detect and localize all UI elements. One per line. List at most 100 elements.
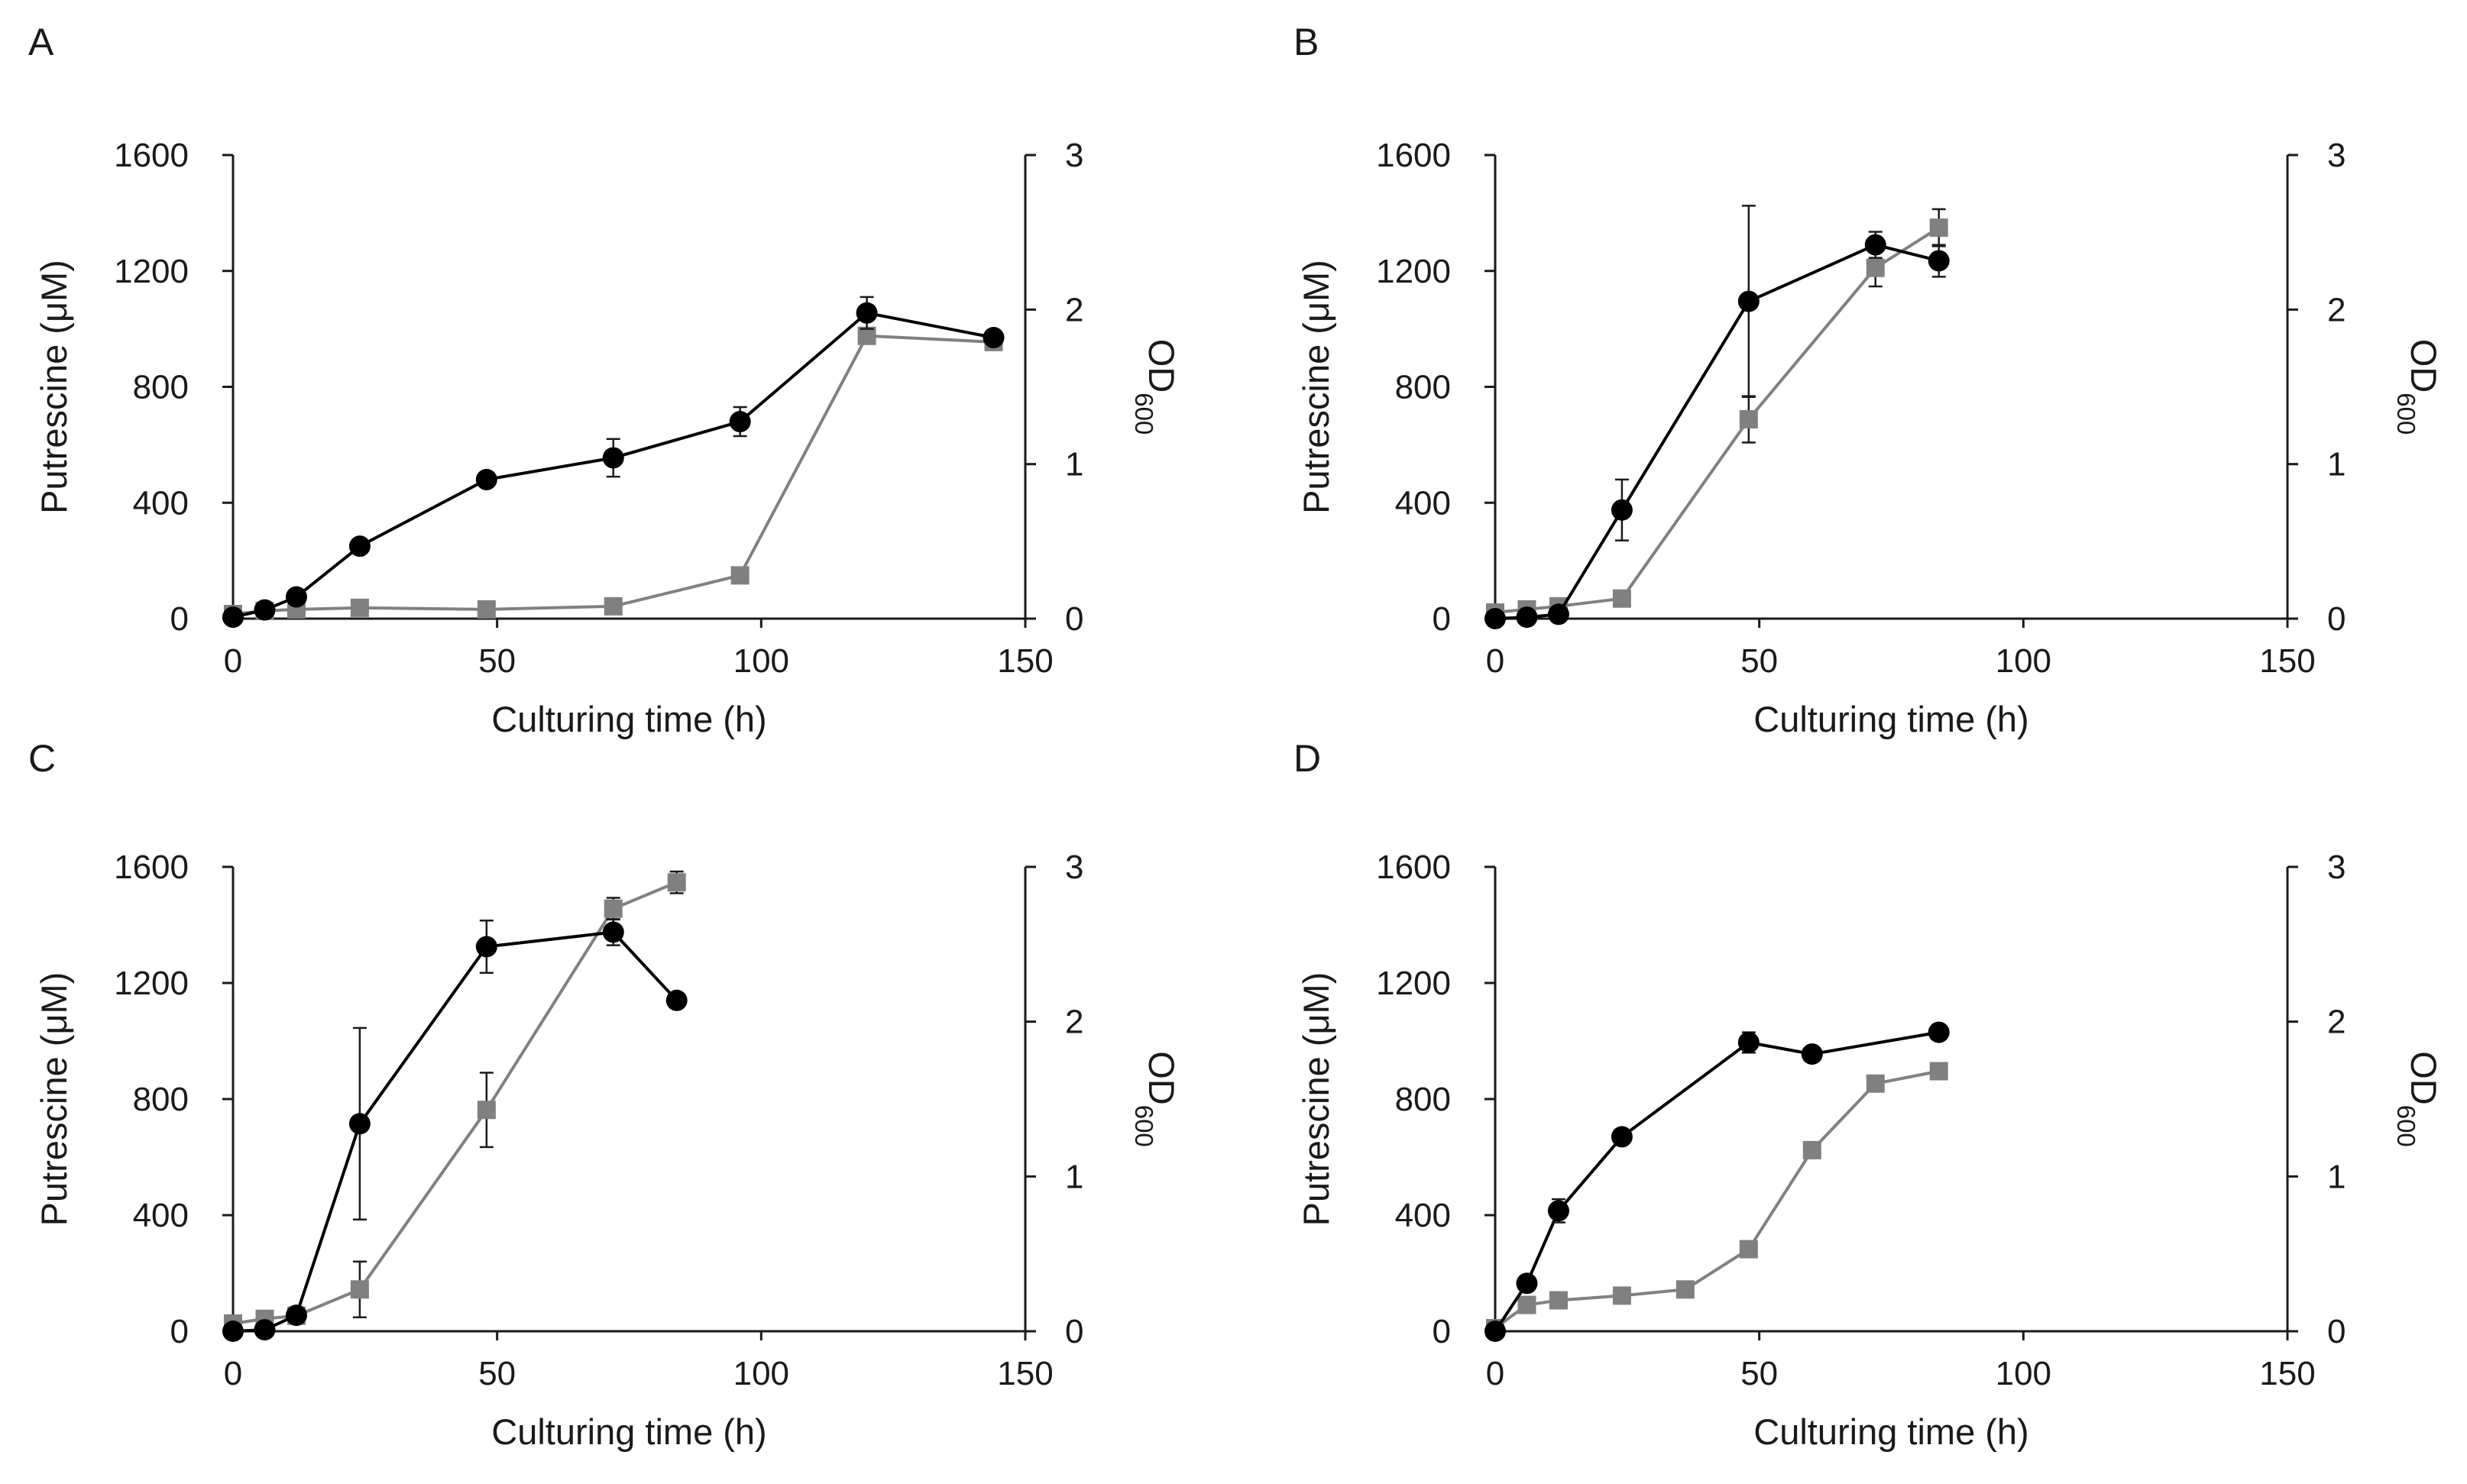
data-point: [1737, 1031, 1760, 1053]
x-tick-label: 50: [478, 642, 516, 680]
series-od600: [1486, 208, 1948, 622]
y2-axis-label-subscript: 600: [2392, 1105, 2420, 1147]
y2-tick-label: 0: [2327, 600, 2346, 638]
data-point: [1611, 499, 1633, 521]
y-tick-label: 1200: [114, 965, 189, 1002]
y-tick-label: 0: [170, 600, 189, 638]
y2-tick-label: 1: [2327, 1158, 2346, 1195]
data-point: [1739, 1240, 1758, 1259]
y2-tick-label: 0: [1065, 1313, 1083, 1350]
y-tick-label: 1600: [114, 849, 189, 886]
data-point: [665, 989, 688, 1011]
x-tick-label: 100: [733, 642, 789, 680]
panel-label: B: [1293, 21, 1319, 63]
data-point: [602, 921, 624, 943]
y-tick-label: 1200: [114, 253, 189, 290]
y-tick-label: 0: [1433, 600, 1451, 638]
data-point: [1516, 1272, 1538, 1295]
data-point: [1612, 589, 1631, 608]
y-axis-label: Putrescine (μM): [1296, 972, 1336, 1227]
y2-tick-label: 3: [2327, 137, 2346, 174]
data-point: [1547, 1200, 1569, 1222]
y2-axis-label-main: OD: [2404, 339, 2444, 393]
data-point: [1611, 1126, 1633, 1148]
data-point: [730, 566, 749, 585]
data-point: [475, 468, 497, 490]
data-point: [1516, 606, 1538, 629]
y-tick-label: 0: [170, 1313, 189, 1350]
y-tick-label: 0: [1433, 1313, 1451, 1350]
panel-label: C: [28, 737, 56, 780]
y2-axis-label-main: OD: [2404, 1051, 2444, 1105]
y-tick-label: 1600: [1376, 849, 1451, 886]
y2-axis-label: OD600: [1130, 339, 1182, 435]
data-point: [1928, 250, 1950, 272]
data-point: [222, 1321, 244, 1342]
x-tick-label: 50: [478, 1355, 516, 1392]
data-point: [285, 586, 307, 608]
y-axis-label: Putrescine (μM): [34, 260, 74, 514]
x-axis-label: Culturing time (h): [1753, 1411, 2028, 1452]
series-putrescine: [222, 918, 688, 1342]
y-tick-label: 800: [133, 369, 189, 406]
data-point: [348, 1113, 371, 1135]
data-point: [604, 597, 623, 616]
series-line: [232, 930, 678, 1333]
y2-tick-label: 2: [2327, 1004, 2346, 1041]
x-tick-label: 0: [224, 642, 242, 680]
data-point: [1737, 290, 1760, 312]
y2-axis-label-subscript: 600: [2392, 393, 2420, 435]
y-tick-label: 400: [133, 484, 189, 522]
data-point: [1801, 1043, 1823, 1065]
x-tick-label: 0: [1486, 642, 1504, 680]
y2-tick-label: 2: [1065, 1004, 1083, 1041]
x-tick-label: 50: [1740, 642, 1778, 680]
data-point: [729, 411, 751, 433]
panel-label: A: [28, 21, 54, 63]
data-point: [477, 600, 496, 619]
data-point: [1928, 1021, 1950, 1043]
data-point: [1549, 1291, 1568, 1310]
data-point: [348, 535, 371, 558]
data-point: [254, 1319, 276, 1341]
data-point: [1547, 603, 1569, 626]
y2-tick-label: 1: [2327, 446, 2346, 483]
data-point: [1675, 1280, 1695, 1299]
panel-b: B 0 400 800 1200 1600 0 1 2 3 0 50 100 150 Culturing t…: [1293, 21, 2444, 739]
y-tick-label: 1600: [1376, 137, 1451, 174]
x-tick-label: 150: [997, 1355, 1053, 1392]
panel-c: C 0 400 800 1200 1600 0 1 2 3 0 50 100 150 Culturing t…: [28, 737, 1182, 1452]
series-putrescine: [1484, 1021, 1950, 1342]
data-point: [983, 327, 1005, 349]
y2-tick-label: 1: [1065, 1158, 1083, 1195]
series-line: [232, 881, 678, 1325]
y-tick-label: 1200: [1376, 965, 1451, 1002]
y-tick-label: 800: [133, 1081, 189, 1118]
y2-axis-label-subscript: 600: [1130, 1105, 1158, 1147]
series-putrescine: [1484, 205, 1950, 629]
y-tick-label: 400: [133, 1197, 189, 1234]
panel-d: D 0 400 800 1200 1600 0 1 2 3 0 50 100 150 Culturing t…: [1293, 737, 2444, 1452]
data-point: [604, 899, 623, 918]
series-line: [1494, 243, 1940, 620]
x-tick-label: 0: [1486, 1355, 1504, 1392]
data-point: [1866, 1074, 1885, 1093]
y2-tick-label: 0: [1065, 600, 1083, 638]
data-point: [856, 302, 878, 324]
x-tick-label: 100: [1996, 642, 2051, 680]
y2-tick-label: 1: [1065, 446, 1083, 483]
y-tick-label: 800: [1395, 1081, 1451, 1118]
y2-axis-label-main: OD: [1141, 339, 1182, 393]
series-putrescine: [222, 296, 1005, 629]
y2-tick-label: 3: [1065, 137, 1083, 174]
x-axis-label: Culturing time (h): [1753, 699, 2028, 739]
y-tick-label: 1200: [1376, 253, 1451, 290]
data-point: [1612, 1286, 1631, 1305]
x-tick-label: 150: [2259, 1355, 2315, 1392]
series-line: [1494, 226, 1940, 614]
x-axis-label: Culturing time (h): [491, 1411, 766, 1452]
data-point: [1864, 234, 1886, 256]
y-axis-label: Putrescine (μM): [34, 972, 74, 1227]
y-tick-label: 800: [1395, 369, 1451, 406]
panel-label: D: [1293, 737, 1321, 780]
